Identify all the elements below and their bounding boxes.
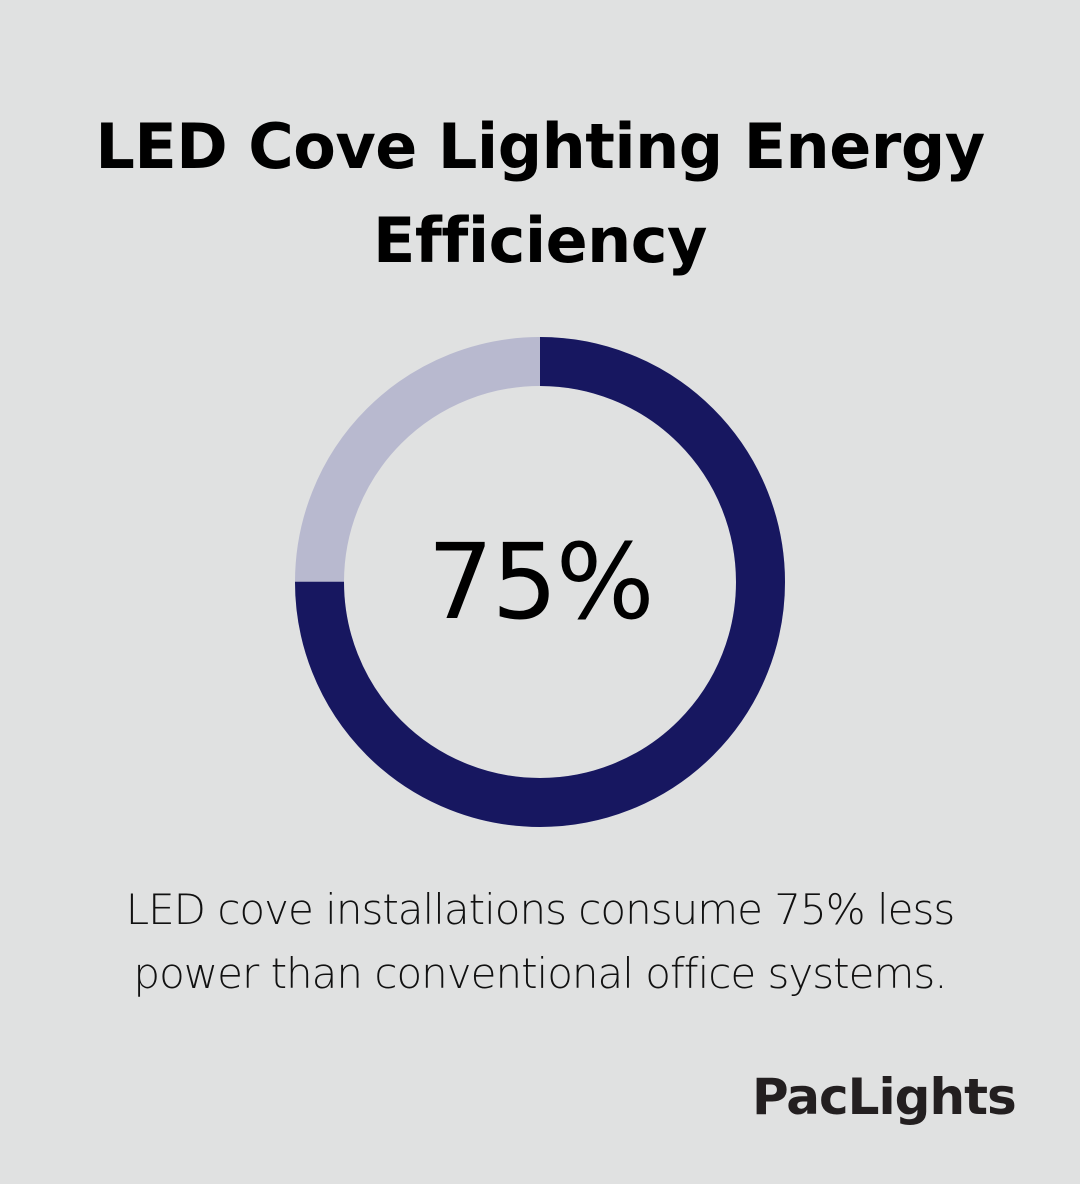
chart-title: LED Cove Lighting Energy Efficiency [0, 100, 1080, 288]
chart-title-line-1: LED Cove Lighting Energy [95, 110, 985, 183]
donut-ring [295, 337, 785, 827]
caption-line-2: power than conventional office systems. [133, 949, 947, 998]
caption-line-1: LED cove installations consume 75% less [125, 885, 956, 934]
caption-text: LED cove installations consume 75% less … [0, 878, 1080, 1006]
donut-chart: 75% [295, 337, 785, 827]
paclights-logo: PacLights [752, 1068, 1017, 1126]
donut-value-label: 75% [427, 521, 654, 643]
donut-progress-arc [295, 337, 785, 827]
chart-title-line-2: Efficiency [373, 204, 707, 277]
